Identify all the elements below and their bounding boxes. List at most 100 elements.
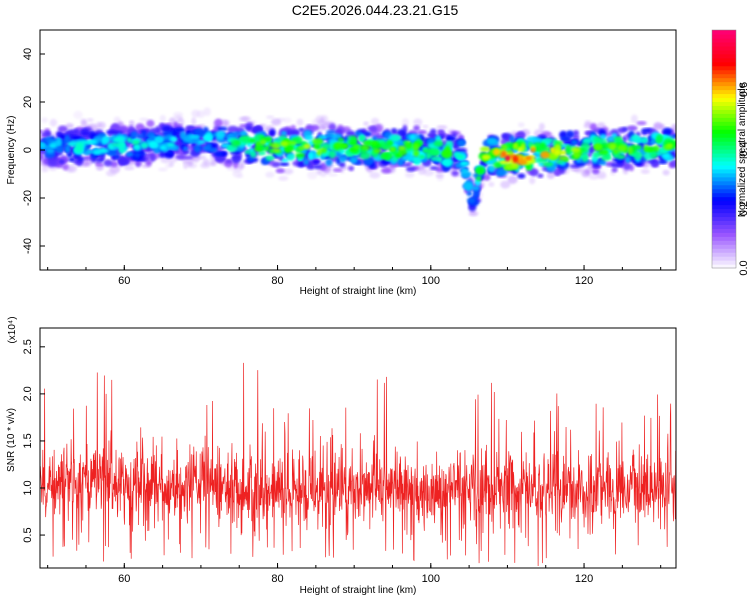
snr-ylabel: SNR (10 * v/v) — [6, 408, 17, 472]
heatmap-cell — [268, 128, 276, 137]
heatmap-cell — [475, 175, 482, 182]
heatmap-cell — [546, 172, 555, 180]
heatmap-cell — [493, 161, 502, 169]
heatmap-cell — [427, 132, 437, 139]
heatmap-cell — [65, 123, 74, 129]
heatmap-cell — [191, 109, 201, 118]
heatmap-cell — [311, 159, 321, 164]
heatmap-cell — [281, 131, 287, 136]
colorbar-segment — [712, 160, 736, 166]
heatmap-cell — [435, 173, 444, 178]
heatmap-cell — [550, 146, 556, 154]
heatmap-cell — [67, 141, 79, 147]
heatmap-cell — [183, 161, 189, 170]
heatmap-ylabel: Frequency (Hz) — [6, 116, 17, 185]
heatmap-cell — [327, 172, 339, 177]
heatmap-cell — [565, 145, 572, 154]
heatmap-cell — [298, 127, 305, 132]
heatmap-cell — [613, 149, 619, 154]
heatmap-cell — [468, 211, 479, 216]
heatmap-cell — [413, 156, 419, 165]
heatmap-cell — [650, 139, 657, 144]
colorbar-segment — [712, 188, 736, 194]
heatmap-cell — [402, 118, 409, 127]
heatmap-cell — [149, 153, 156, 162]
heatmap-cell — [159, 145, 166, 151]
heatmap-cell — [486, 137, 497, 145]
heatmap-cell — [381, 167, 392, 174]
heatmap-cell — [41, 117, 48, 123]
heatmap-cell — [641, 128, 652, 133]
heatmap-cell — [182, 149, 190, 155]
heatmap-cell — [452, 144, 460, 150]
heatmap-cell — [537, 157, 548, 163]
heatmap-cell — [573, 130, 580, 136]
heatmap-cell — [298, 146, 305, 150]
heatmap-cell — [297, 160, 305, 168]
colorbar: 0.0 0.2 0.4 0.6 — [711, 29, 750, 276]
heatmap-cell — [185, 125, 196, 130]
heatmap-cell — [537, 173, 544, 178]
heatmap-cell — [488, 181, 495, 187]
colorbar-segment — [712, 37, 736, 43]
heatmap-cell — [215, 155, 226, 162]
heatmap-cell — [208, 147, 218, 153]
heatmap-cell — [286, 153, 296, 161]
heatmap-cell — [139, 117, 149, 122]
heatmap-cell — [560, 135, 571, 143]
heatmap-cell — [487, 165, 496, 173]
heatmap-cell — [313, 143, 321, 150]
heatmap-cell — [58, 159, 65, 164]
snr-xtick-label: 100 — [422, 573, 440, 585]
heatmap-xtick-label: 100 — [422, 275, 440, 287]
heatmap-cell — [339, 157, 346, 163]
heatmap-cell — [203, 135, 212, 142]
heatmap-cell — [332, 168, 343, 173]
heatmap-cell — [364, 131, 372, 137]
heatmap-cell — [497, 168, 509, 176]
heatmap-cell — [114, 154, 121, 160]
heatmap-cell — [531, 137, 543, 145]
heatmap-cell — [582, 138, 593, 143]
heatmap-cell — [401, 163, 411, 167]
colorbar-tick-label: 0.0 — [738, 260, 750, 275]
heatmap-cell — [466, 191, 473, 197]
chart-title: C2E5.2026.044.23.21.G15 — [291, 2, 459, 18]
heatmap-cell — [570, 139, 578, 145]
heatmap-cell — [287, 140, 297, 145]
heatmap-cell — [312, 138, 324, 145]
colorbar-segment — [712, 216, 736, 221]
colorbar-segment — [712, 33, 736, 39]
colorbar-segment — [712, 204, 736, 210]
colorbar-segment — [712, 121, 736, 126]
heatmap-cell — [599, 160, 607, 166]
colorbar-segment — [712, 149, 736, 154]
heatmap-cell — [530, 147, 536, 153]
heatmap-cell — [626, 125, 638, 131]
heatmap-cell — [238, 162, 245, 170]
heatmap-cell — [404, 141, 413, 150]
colorbar-segment — [712, 89, 736, 95]
heatmap-cell — [504, 155, 511, 162]
heatmap-cell — [398, 145, 406, 151]
colorbar-segment — [712, 65, 736, 71]
heatmap-cell — [413, 125, 420, 131]
heatmap-cell — [507, 175, 518, 184]
heatmap-cell — [303, 143, 311, 149]
heatmap-cell — [662, 169, 670, 176]
colorbar-segment — [712, 172, 736, 178]
colorbar-segment — [712, 117, 736, 122]
heatmap-cell — [169, 136, 178, 143]
heatmap-cell — [304, 135, 314, 141]
heatmap-cell — [109, 165, 120, 174]
heatmap-cell — [158, 167, 168, 172]
heatmap-ytick-label: 40 — [22, 48, 34, 60]
heatmap-cell — [650, 151, 658, 159]
colorbar-segment — [712, 45, 736, 51]
colorbar-segment — [712, 164, 736, 170]
heatmap-cell — [64, 134, 70, 143]
heatmap-cell — [65, 145, 71, 153]
heatmap-cell — [46, 147, 55, 154]
colorbar-tick-label: 0.2 — [738, 201, 750, 216]
heatmap-cell — [466, 197, 476, 204]
